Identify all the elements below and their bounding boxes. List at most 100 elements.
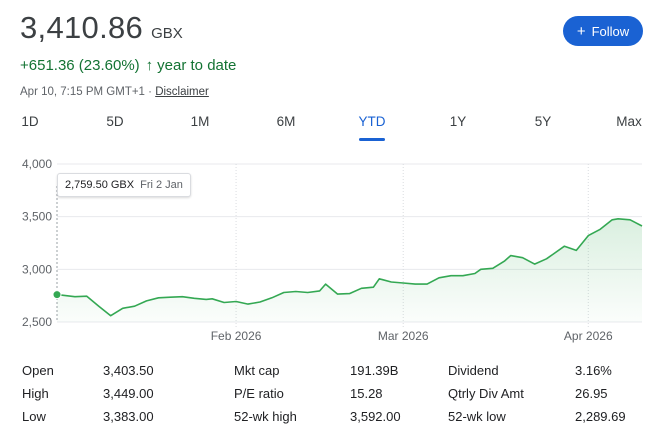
stat-dividend-label: Dividend bbox=[448, 363, 499, 378]
price-point bbox=[378, 278, 380, 280]
price-point bbox=[641, 225, 643, 227]
price-point bbox=[122, 307, 124, 309]
price-point bbox=[438, 277, 440, 279]
y-tick-label: 3,000 bbox=[22, 262, 52, 276]
arrow-up-icon: ↑ bbox=[145, 57, 154, 74]
price-point bbox=[98, 305, 100, 307]
price-point bbox=[337, 293, 339, 295]
price-point bbox=[414, 283, 416, 285]
price-point bbox=[110, 315, 112, 317]
tab-ytd[interactable]: YTD bbox=[358, 114, 386, 129]
tab-max[interactable]: Max bbox=[616, 114, 642, 129]
tooltip-value: 2,759.50 GBX bbox=[65, 179, 135, 191]
chart-tooltip: 2,759.50 GBX Fri 2 Jan bbox=[57, 173, 191, 197]
price-point bbox=[552, 254, 554, 256]
stat-div-amt-label: Qtrly Div Amt bbox=[448, 386, 524, 401]
current-price: 3,410.86 bbox=[20, 10, 144, 45]
price-point bbox=[134, 305, 136, 307]
price-point bbox=[462, 275, 464, 277]
price-point bbox=[158, 297, 160, 299]
stat-high-label: High bbox=[22, 386, 49, 401]
y-tick-label: 2,500 bbox=[22, 315, 52, 329]
price-point bbox=[402, 282, 404, 284]
tab-5y[interactable]: 5Y bbox=[534, 114, 552, 129]
stat-52wk-high-value: 3,592.00 bbox=[350, 409, 401, 424]
price-point bbox=[247, 303, 249, 305]
price-point bbox=[587, 235, 589, 237]
x-tick-label: Feb 2026 bbox=[211, 329, 262, 343]
price-point bbox=[426, 283, 428, 285]
change-period: year to date bbox=[157, 57, 237, 74]
follow-button[interactable]: + Follow bbox=[563, 16, 643, 46]
price-point bbox=[325, 283, 327, 285]
price-point bbox=[146, 300, 148, 302]
stat-high-value: 3,449.00 bbox=[103, 386, 154, 401]
stat-open-label: Open bbox=[22, 363, 54, 378]
x-tick-label: Apr 2026 bbox=[564, 329, 613, 343]
hover-marker bbox=[52, 290, 62, 300]
price-point bbox=[480, 268, 482, 270]
price-point bbox=[223, 302, 225, 304]
price-point bbox=[450, 275, 452, 277]
stat-52wk-low-value: 2,289.69 bbox=[575, 409, 626, 424]
active-tab-indicator bbox=[359, 138, 385, 141]
plus-icon: + bbox=[576, 22, 586, 40]
price-point bbox=[575, 249, 577, 251]
tab-1y[interactable]: 1Y bbox=[449, 114, 467, 129]
price-point bbox=[546, 258, 548, 260]
x-tick-label: Mar 2026 bbox=[378, 329, 429, 343]
price-line bbox=[56, 218, 643, 317]
price-point bbox=[599, 228, 601, 230]
price-point bbox=[629, 219, 631, 221]
price-point bbox=[492, 267, 494, 269]
price-point bbox=[504, 260, 506, 262]
price-point bbox=[283, 292, 285, 294]
range-tabs: 1D 5D 1M 6M YTD 1Y 5Y Max bbox=[0, 114, 658, 142]
price-point bbox=[474, 273, 476, 275]
stat-52wk-low-label: 52-wk low bbox=[448, 409, 506, 424]
price-chart[interactable]: 2,500 3,000 3,500 4,000 Feb 2026 Mar 2026 Apr … bbox=[0, 150, 658, 345]
tab-1m[interactable]: 1M bbox=[190, 114, 210, 129]
price-point bbox=[390, 281, 392, 283]
quote-timestamp-row: Apr 10, 7:15 PM GMT+1 · Disclaimer bbox=[20, 86, 209, 98]
quote-timestamp: Apr 10, 7:15 PM GMT+1 · bbox=[20, 86, 156, 98]
stat-div-amt-value: 26.95 bbox=[575, 386, 608, 401]
stat-mktcap-label: Mkt cap bbox=[234, 363, 280, 378]
stat-low-value: 3,383.00 bbox=[103, 409, 154, 424]
tab-5d[interactable]: 5D bbox=[106, 114, 124, 129]
price-point bbox=[360, 287, 362, 289]
price-point bbox=[86, 295, 88, 297]
price-point bbox=[211, 298, 213, 300]
stat-pe-value: 15.28 bbox=[350, 386, 383, 401]
y-tick-label: 3,500 bbox=[22, 210, 52, 224]
price-point bbox=[617, 218, 619, 220]
currency-code: GBX bbox=[151, 25, 183, 42]
stat-52wk-high-label: 52-wk high bbox=[234, 409, 297, 424]
stat-low-label: Low bbox=[22, 409, 46, 424]
follow-label: Follow bbox=[591, 23, 630, 39]
y-tick-label: 4,000 bbox=[22, 157, 52, 171]
price-point bbox=[307, 292, 309, 294]
price-point bbox=[372, 286, 374, 288]
price-point bbox=[235, 301, 237, 303]
price-point bbox=[522, 257, 524, 259]
price-point bbox=[510, 255, 512, 257]
stat-mktcap-value: 191.39B bbox=[350, 363, 399, 378]
price-point bbox=[319, 290, 321, 292]
price-point bbox=[611, 219, 613, 221]
price-point bbox=[74, 296, 76, 298]
price-header: 3,410.86 GBX bbox=[20, 10, 183, 46]
disclaimer-link[interactable]: Disclaimer bbox=[155, 86, 209, 98]
price-point bbox=[563, 245, 565, 247]
price-point bbox=[295, 291, 297, 293]
tab-6m[interactable]: 6M bbox=[276, 114, 296, 129]
price-point bbox=[271, 297, 273, 299]
tab-1d[interactable]: 1D bbox=[21, 114, 39, 129]
price-change: +651.36 (23.60%) ↑ year to date bbox=[20, 57, 236, 74]
stat-dividend-value: 3.16% bbox=[575, 363, 612, 378]
price-area bbox=[57, 218, 642, 322]
price-point bbox=[205, 298, 207, 300]
tooltip-date: Fri 2 Jan bbox=[140, 179, 183, 191]
stat-pe-label: P/E ratio bbox=[234, 386, 284, 401]
price-point bbox=[193, 297, 195, 299]
